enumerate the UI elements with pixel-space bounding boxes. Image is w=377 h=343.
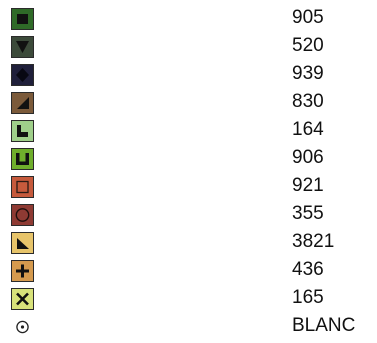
legend-code: 355 [292,203,324,224]
legend-code: 921 [292,175,324,196]
legend-code: 905 [292,7,324,28]
legend-code: 906 [292,147,324,168]
legend-code: 939 [292,63,324,84]
corner-triangle-icon [11,92,34,114]
legend-row: BLANC [0,312,377,340]
legend-row: 906 [0,144,377,172]
legend-row: 921 [0,172,377,200]
x-mark-icon [11,288,34,310]
legend-row: 164 [0,116,377,144]
legend-row: 3821 [0,228,377,256]
u-shape-icon [11,148,34,170]
legend-code: 164 [292,119,324,140]
legend-code: 436 [292,259,324,280]
l-shape-icon [11,120,34,142]
legend-row: 165 [0,284,377,312]
filled-square-icon [11,8,34,30]
circle-icon [11,204,34,226]
legend-row: 905 [0,4,377,32]
legend-code: BLANC [292,315,356,336]
plus-icon [11,260,34,282]
legend-row: 355 [0,200,377,228]
legend-code: 3821 [292,231,335,252]
legend-row: 830 [0,88,377,116]
right-triangle-icon [11,232,34,254]
legend-row: 436 [0,256,377,284]
dot-circle-icon [11,316,34,338]
legend-code: 520 [292,35,324,56]
legend-code: 830 [292,91,324,112]
legend-code: 165 [292,287,324,308]
diamond-icon [11,64,34,86]
down-triangle-icon [11,36,34,58]
legend-row: 520 [0,32,377,60]
legend-row: 939 [0,60,377,88]
hollow-square-icon [11,176,34,198]
